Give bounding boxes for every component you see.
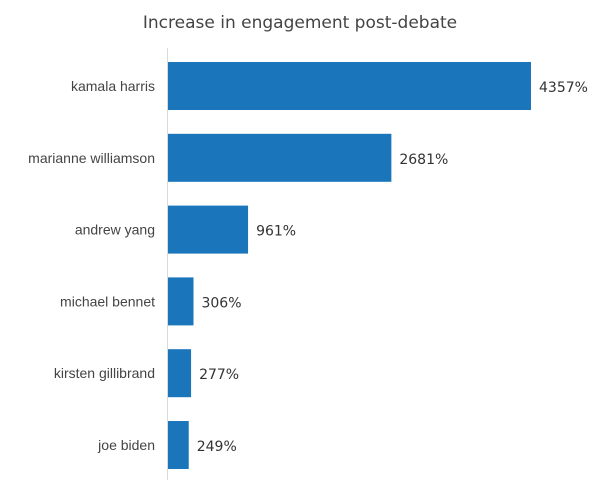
data-label: 277% bbox=[199, 367, 239, 383]
category-label: marianne williamson bbox=[28, 150, 155, 166]
data-label: 249% bbox=[197, 439, 237, 455]
bar bbox=[168, 133, 392, 182]
category-label: joe biden bbox=[97, 437, 155, 453]
bar bbox=[168, 205, 249, 254]
bar bbox=[168, 62, 531, 110]
bar bbox=[168, 421, 189, 469]
category-label: kamala harris bbox=[71, 78, 155, 94]
category-label: michael bennet bbox=[60, 293, 155, 309]
data-label: 2681% bbox=[399, 152, 448, 168]
data-label: 961% bbox=[256, 224, 296, 240]
data-label: 306% bbox=[201, 295, 241, 311]
category-label: andrew yang bbox=[75, 222, 155, 238]
bar bbox=[168, 277, 194, 326]
data-label: 4357% bbox=[539, 80, 588, 96]
chart-title: Increase in engagement post-debate bbox=[143, 13, 457, 33]
bar bbox=[168, 349, 192, 398]
category-label: kirsten gillibrand bbox=[54, 365, 155, 381]
